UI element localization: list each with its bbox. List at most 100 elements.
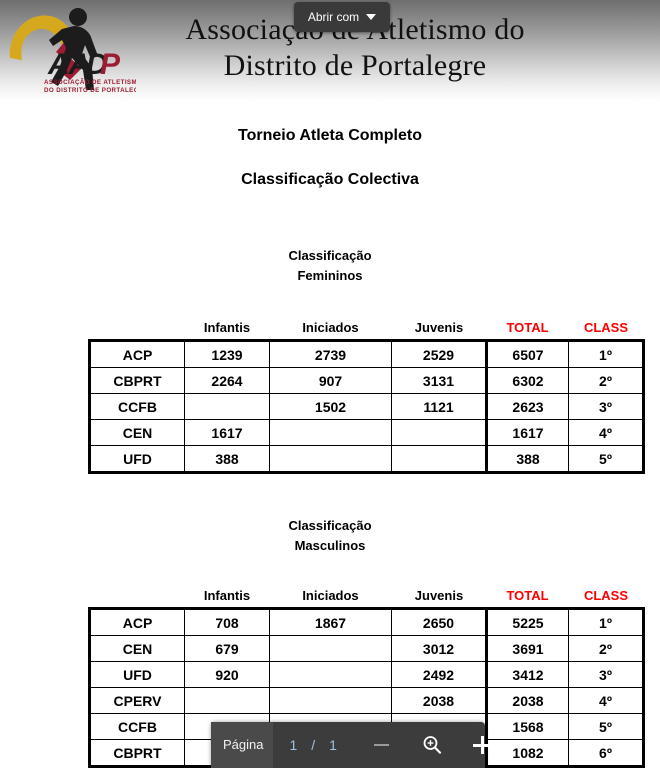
section-heading-line2: Femininos xyxy=(297,268,363,283)
cell-infantis: 1239 xyxy=(184,339,270,368)
svg-text:AA: AA xyxy=(47,48,89,81)
table-row: CBPRT 2264 907 3131 6302 2º xyxy=(88,367,645,394)
page-label: Página xyxy=(211,722,274,768)
cell-total: 1568 xyxy=(485,713,569,740)
cell-juvenis: 2038 xyxy=(391,687,487,714)
column-header-total: TOTAL xyxy=(486,313,569,341)
cell-class: 5º xyxy=(568,713,645,740)
cell-juvenis: 2492 xyxy=(391,661,487,688)
column-header-club xyxy=(89,581,185,609)
column-header-iniciados: Iniciados xyxy=(269,313,392,341)
magnifier-icon xyxy=(423,736,442,754)
cell-iniciados: 2739 xyxy=(269,339,392,368)
table-femininos: Infantis Iniciados Juvenis TOTAL CLASS A… xyxy=(88,313,645,474)
cell-class: 1º xyxy=(568,607,645,636)
cell-total: 3691 xyxy=(485,635,569,662)
cell-club: CPERV xyxy=(88,687,185,714)
table-row: CEN 1617 1617 4º xyxy=(88,419,645,446)
tournament-title: Torneio Atleta Completo xyxy=(238,127,422,144)
cell-infantis: 920 xyxy=(184,661,270,688)
cell-club: CCFB xyxy=(88,393,185,420)
cell-infantis: 679 xyxy=(184,635,270,662)
page-indicator[interactable]: 1 / 1 xyxy=(273,737,352,753)
cell-juvenis: 2650 xyxy=(391,607,487,636)
cell-total: 3412 xyxy=(485,661,569,688)
cell-iniciados xyxy=(269,687,392,714)
cell-club: UFD xyxy=(88,661,185,688)
cell-total: 6507 xyxy=(485,339,569,368)
cell-class: 3º xyxy=(568,661,645,688)
table-row: CCFB 1502 1121 2623 3º xyxy=(88,393,645,420)
cell-club: ACP xyxy=(88,607,185,636)
organization-logo: AA D P ASSOCIAÇÃO DE ATLETISMO DO DISTRI… xyxy=(9,8,136,94)
cell-iniciados: 907 xyxy=(269,367,392,394)
cell-club: CBPRT xyxy=(88,739,185,768)
chevron-down-icon xyxy=(366,14,377,20)
cell-total: 1617 xyxy=(485,419,569,446)
cell-total: 6302 xyxy=(485,367,569,394)
cell-infantis: 388 xyxy=(184,445,270,474)
cell-iniciados: 1502 xyxy=(269,393,392,420)
zoom-out-button[interactable] xyxy=(359,722,405,768)
cell-iniciados xyxy=(269,635,392,662)
column-header-infantis: Infantis xyxy=(184,313,270,341)
cell-infantis: 708 xyxy=(184,607,270,636)
zoom-controls[interactable] xyxy=(353,722,505,768)
column-header-infantis: Infantis xyxy=(184,581,270,609)
cell-infantis xyxy=(184,687,270,714)
cell-iniciados xyxy=(269,445,392,474)
table-row: UFD 920 2492 3412 3º xyxy=(88,661,645,688)
table-row: CEN 679 3012 3691 2º xyxy=(88,635,645,662)
table-row: ACP 708 1867 2650 5225 1º xyxy=(88,607,645,636)
total-pages-value: 1 xyxy=(329,737,337,753)
cell-juvenis: 1121 xyxy=(391,393,487,420)
cell-club: UFD xyxy=(88,445,185,474)
cell-iniciados xyxy=(269,419,392,446)
column-header-iniciados: Iniciados xyxy=(269,581,392,609)
cell-class: 1º xyxy=(568,339,645,368)
cell-iniciados: 1867 xyxy=(269,607,392,636)
plus-icon xyxy=(472,736,491,754)
current-page-value[interactable]: 1 xyxy=(289,737,298,753)
svg-text:P: P xyxy=(100,48,121,81)
cell-juvenis: 2529 xyxy=(391,339,487,368)
open-with-label: Abrir com xyxy=(307,10,360,24)
section-heading-masculinos: Classificação Masculinos xyxy=(0,516,660,556)
column-header-class: CLASS xyxy=(568,581,644,609)
cell-infantis: 1617 xyxy=(184,419,270,446)
cell-juvenis xyxy=(391,419,487,446)
cell-class: 5º xyxy=(568,445,645,474)
cell-club: ACP xyxy=(88,339,185,368)
zoom-level-button[interactable] xyxy=(409,722,455,768)
cell-juvenis: 3012 xyxy=(391,635,487,662)
cell-iniciados xyxy=(269,661,392,688)
cell-total: 5225 xyxy=(485,607,569,636)
section-heading-line1: Classificação xyxy=(288,518,372,533)
section-heading-line1: Classificação xyxy=(288,248,372,263)
cell-total: 2623 xyxy=(485,393,569,420)
cell-juvenis xyxy=(391,445,487,474)
column-header-juvenis: Juvenis xyxy=(391,581,487,609)
column-header-total: TOTAL xyxy=(486,581,569,609)
cell-club: CCFB xyxy=(88,713,185,740)
classification-title: Classificação Colectiva xyxy=(241,171,419,188)
svg-text:ASSOCIAÇÃO DE ATLETISMO: ASSOCIAÇÃO DE ATLETISMO xyxy=(44,79,136,86)
cell-club: CEN xyxy=(88,635,185,662)
section-heading-femininos: Classificação Femininos xyxy=(0,246,660,286)
table-row: ACP 1239 2739 2529 6507 1º xyxy=(88,339,645,368)
cell-class: 2º xyxy=(568,635,645,662)
cell-class: 3º xyxy=(568,393,645,420)
svg-text:D: D xyxy=(86,48,108,81)
table-row: UFD 388 388 5º xyxy=(88,445,645,474)
cell-class: 4º xyxy=(568,419,645,446)
zoom-in-button[interactable] xyxy=(459,722,505,768)
cell-total: 388 xyxy=(485,445,569,474)
table-header-row: Infantis Iniciados Juvenis TOTAL CLASS xyxy=(89,581,644,609)
pdf-viewer-toolbar[interactable]: Página 1 / 1 xyxy=(211,722,491,768)
column-header-juvenis: Juvenis xyxy=(391,313,487,341)
open-with-button[interactable]: Abrir com xyxy=(294,2,390,32)
cell-class: 2º xyxy=(568,367,645,394)
cell-total: 2038 xyxy=(485,687,569,714)
minus-icon xyxy=(374,744,390,746)
table-header-row: Infantis Iniciados Juvenis TOTAL CLASS xyxy=(89,313,644,341)
